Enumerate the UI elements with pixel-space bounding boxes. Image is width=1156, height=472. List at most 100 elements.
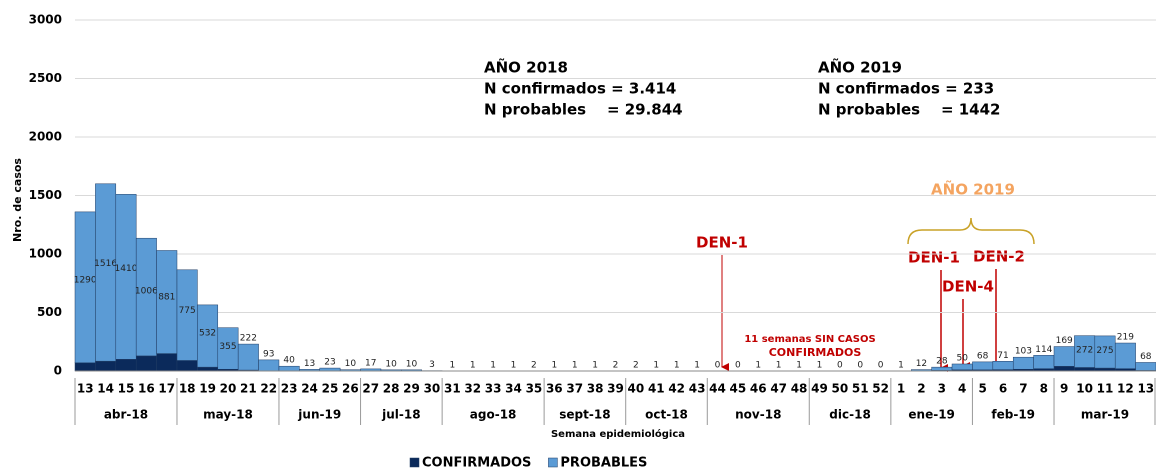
bar-segment bbox=[278, 365, 300, 372]
y-tick-label: 500 bbox=[37, 305, 62, 319]
annotation: CONFIRMADOS bbox=[769, 346, 862, 359]
x-tick-label: 25 bbox=[322, 382, 339, 396]
y-tick-label: 1500 bbox=[29, 188, 62, 202]
bar-segment bbox=[74, 211, 96, 364]
x-tick-label: 32 bbox=[464, 382, 481, 396]
x-tick-label: 48 bbox=[791, 382, 808, 396]
bar-segment bbox=[176, 360, 198, 372]
data-label: 1516 bbox=[94, 259, 117, 269]
x-tick-label: 3 bbox=[938, 382, 946, 396]
data-label: 1 bbox=[449, 360, 455, 370]
data-label: 1 bbox=[572, 360, 578, 370]
data-label: 1 bbox=[694, 360, 700, 370]
x-tick-label: 38 bbox=[587, 382, 604, 396]
data-label: 775 bbox=[179, 306, 196, 316]
group-label: nov-18 bbox=[735, 408, 781, 422]
x-tick-label: 1 bbox=[897, 382, 905, 396]
x-tick-label: 47 bbox=[770, 382, 787, 396]
annotation: AÑO 2019 bbox=[818, 58, 902, 77]
group-label: ene-19 bbox=[908, 408, 955, 422]
data-label: 17 bbox=[365, 358, 376, 368]
bar-segment bbox=[135, 355, 157, 372]
data-label: 103 bbox=[1015, 347, 1032, 357]
annotation: N probables = 29.844 bbox=[484, 101, 683, 119]
y-tick-label: 1000 bbox=[29, 247, 62, 261]
data-label: 532 bbox=[199, 328, 216, 338]
data-label: 1 bbox=[653, 360, 659, 370]
data-label: 0 bbox=[878, 361, 884, 371]
x-tick-label: 19 bbox=[199, 382, 216, 396]
data-label: 1006 bbox=[135, 287, 158, 297]
legend-swatch bbox=[548, 457, 558, 468]
x-tick-label: 14 bbox=[97, 382, 114, 396]
x-tick-label: 13 bbox=[77, 382, 94, 396]
x-tick-label: 24 bbox=[301, 382, 318, 396]
x-tick-label: 51 bbox=[852, 382, 869, 396]
data-label: 1 bbox=[776, 360, 782, 370]
x-tick-label: 40 bbox=[628, 382, 645, 396]
x-tick-label: 9 bbox=[1060, 382, 1068, 396]
x-tick-label: 26 bbox=[342, 382, 359, 396]
data-label: 2 bbox=[633, 360, 639, 370]
bar-segment bbox=[1135, 362, 1156, 371]
bar-segment bbox=[972, 361, 994, 371]
bar-segment bbox=[1114, 342, 1136, 369]
annotation: DEN-1 bbox=[696, 234, 748, 252]
legend-label: CONFIRMADOS bbox=[422, 456, 531, 471]
group-label: mar-19 bbox=[1081, 408, 1129, 422]
x-tick-label: 15 bbox=[118, 382, 135, 396]
x-axis-label: Semana epidemiológica bbox=[551, 428, 685, 440]
data-label: 0 bbox=[857, 361, 863, 371]
bar-segment bbox=[1074, 367, 1096, 372]
y-tick-label: 3000 bbox=[29, 13, 62, 27]
data-label: 275 bbox=[1096, 346, 1113, 356]
bar-segment bbox=[931, 366, 953, 371]
bar-segment bbox=[319, 367, 341, 372]
annotation: AÑO 2019 bbox=[931, 180, 1015, 199]
x-tick-label: 36 bbox=[546, 382, 563, 396]
bar-segment bbox=[74, 362, 96, 372]
data-label: 1290 bbox=[74, 275, 97, 285]
annotation: N confirmados = 3.414 bbox=[484, 80, 676, 98]
bar-segment bbox=[115, 194, 137, 360]
group-label: may-18 bbox=[203, 408, 253, 422]
data-label: 219 bbox=[1117, 333, 1134, 343]
data-label: 1 bbox=[551, 360, 557, 370]
group-label: oct-18 bbox=[645, 408, 688, 422]
group-label: dic-18 bbox=[829, 408, 871, 422]
x-tick-label: 18 bbox=[179, 382, 196, 396]
data-label: 71 bbox=[997, 351, 1008, 361]
x-tick-label: 2 bbox=[917, 382, 925, 396]
x-tick-label: 4 bbox=[958, 382, 966, 396]
x-tick-label: 27 bbox=[362, 382, 379, 396]
data-label: 114 bbox=[1035, 345, 1052, 355]
data-label: 222 bbox=[240, 334, 257, 344]
data-label: 1 bbox=[817, 360, 823, 370]
bar-segment bbox=[135, 237, 157, 357]
data-label: 23 bbox=[324, 358, 335, 368]
bar-segment bbox=[95, 360, 117, 372]
bar-segment bbox=[1012, 356, 1034, 370]
data-label: 1410 bbox=[115, 264, 138, 274]
x-tick-label: 11 bbox=[1097, 382, 1114, 396]
data-label: 10 bbox=[406, 359, 418, 369]
data-label: 1 bbox=[674, 360, 680, 370]
data-label: 169 bbox=[1056, 336, 1073, 346]
x-tick-label: 30 bbox=[424, 382, 441, 396]
data-label: 2 bbox=[531, 360, 537, 370]
x-tick-label: 34 bbox=[505, 382, 522, 396]
x-tick-label: 45 bbox=[730, 382, 747, 396]
x-tick-label: 8 bbox=[1040, 382, 1048, 396]
x-tick-label: 31 bbox=[444, 382, 461, 396]
bar-segment bbox=[1033, 355, 1055, 369]
data-label: 50 bbox=[957, 353, 969, 363]
annotation: DEN-4 bbox=[942, 278, 994, 296]
x-tick-label: 21 bbox=[240, 382, 257, 396]
group-label: ago-18 bbox=[470, 408, 517, 422]
brace bbox=[907, 217, 1035, 245]
x-tick-label: 49 bbox=[811, 382, 828, 396]
data-label: 1 bbox=[470, 360, 476, 370]
bar-segment bbox=[156, 353, 178, 372]
data-label: 1 bbox=[755, 360, 761, 370]
x-tick-label: 39 bbox=[607, 382, 624, 396]
